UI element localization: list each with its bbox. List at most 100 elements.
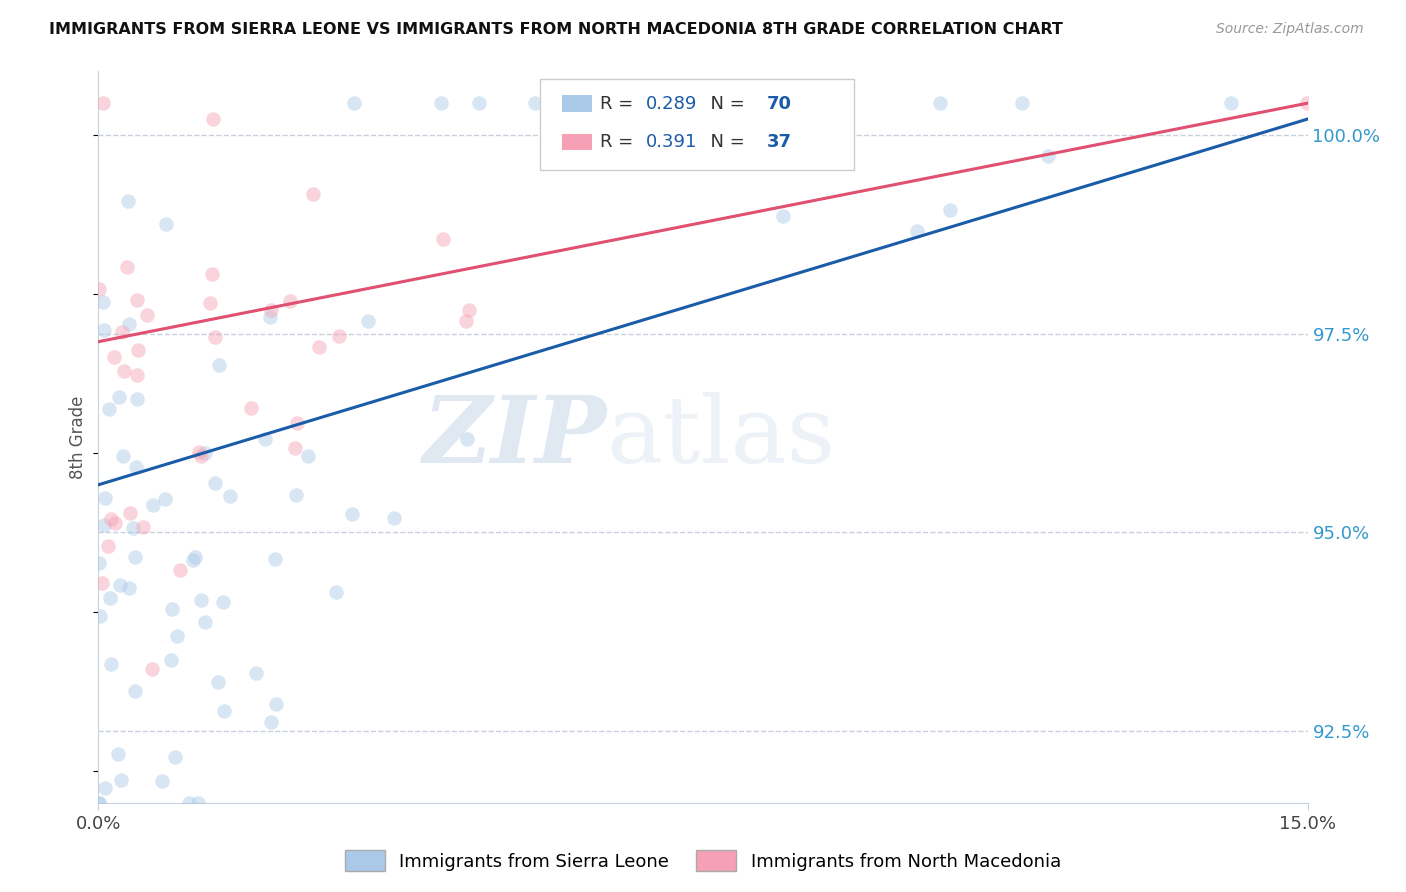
Point <box>177 796 200 810</box>
Point <box>142 498 165 512</box>
Text: N =: N = <box>699 95 751 112</box>
Point <box>202 112 225 126</box>
Point <box>260 302 283 317</box>
Point <box>117 194 139 208</box>
Point <box>166 629 188 643</box>
Point <box>91 295 114 310</box>
Point <box>155 217 177 231</box>
Point <box>308 339 330 353</box>
Point <box>93 781 115 796</box>
Point <box>325 585 347 599</box>
Point <box>328 329 350 343</box>
Point <box>125 460 148 475</box>
Point <box>141 662 163 676</box>
Point <box>218 488 240 502</box>
Point <box>558 96 581 111</box>
Point <box>110 772 132 787</box>
Point <box>104 516 127 531</box>
Point <box>94 491 117 505</box>
Text: N =: N = <box>699 133 751 151</box>
Point <box>125 392 148 407</box>
Point <box>432 232 454 246</box>
Y-axis label: 8th Grade: 8th Grade <box>69 395 87 479</box>
Point <box>772 209 794 223</box>
Text: R =: R = <box>600 133 640 151</box>
Point <box>108 578 131 592</box>
Point <box>253 432 276 446</box>
Point <box>91 576 114 591</box>
Point <box>208 359 231 373</box>
Point <box>118 581 141 595</box>
Point <box>201 267 224 281</box>
Point <box>132 519 155 533</box>
Point <box>928 96 950 111</box>
Point <box>382 511 405 525</box>
Point <box>357 314 380 328</box>
Point <box>285 487 308 501</box>
Point <box>264 552 287 566</box>
Point <box>87 282 110 296</box>
Point <box>198 296 221 310</box>
Point <box>457 302 479 317</box>
Point <box>93 324 115 338</box>
Point <box>100 657 122 671</box>
Point <box>302 187 325 202</box>
Point <box>181 552 204 566</box>
Point <box>150 773 173 788</box>
Point <box>125 368 148 382</box>
Point <box>184 550 207 565</box>
Point <box>111 449 134 463</box>
Point <box>297 450 319 464</box>
Point <box>1296 96 1319 111</box>
Point <box>112 364 135 378</box>
Point <box>212 705 235 719</box>
Text: ZIP: ZIP <box>422 392 606 482</box>
Point <box>187 445 209 459</box>
Point <box>124 549 146 564</box>
Text: Source: ZipAtlas.com: Source: ZipAtlas.com <box>1216 22 1364 37</box>
Point <box>107 747 129 762</box>
Point <box>905 224 928 238</box>
Point <box>245 665 267 680</box>
Point <box>160 602 183 616</box>
Text: 70: 70 <box>768 95 792 112</box>
Point <box>187 796 209 810</box>
Point <box>97 539 120 553</box>
Point <box>211 595 233 609</box>
Text: atlas: atlas <box>606 392 835 482</box>
Point <box>1011 96 1033 111</box>
Point <box>342 96 364 111</box>
FancyBboxPatch shape <box>540 78 855 170</box>
Point <box>284 442 307 456</box>
Point <box>91 96 114 111</box>
Text: 0.391: 0.391 <box>647 133 697 151</box>
Point <box>938 202 960 217</box>
Text: 37: 37 <box>768 133 792 151</box>
Point <box>118 506 141 520</box>
Point <box>118 317 141 331</box>
Point <box>98 591 121 606</box>
Point <box>160 653 183 667</box>
Point <box>93 518 115 533</box>
Point <box>264 698 287 712</box>
Text: IMMIGRANTS FROM SIERRA LEONE VS IMMIGRANTS FROM NORTH MACEDONIA 8TH GRADE CORREL: IMMIGRANTS FROM SIERRA LEONE VS IMMIGRAN… <box>49 22 1063 37</box>
FancyBboxPatch shape <box>561 134 592 150</box>
Text: 0.289: 0.289 <box>647 95 697 112</box>
Point <box>467 96 489 111</box>
Point <box>136 308 159 322</box>
Point <box>340 507 363 521</box>
Point <box>127 293 149 308</box>
FancyBboxPatch shape <box>561 95 592 112</box>
Point <box>110 325 132 339</box>
Point <box>169 563 191 577</box>
Point <box>207 674 229 689</box>
Point <box>121 521 143 535</box>
Point <box>89 796 111 810</box>
Point <box>153 492 176 507</box>
Point <box>124 683 146 698</box>
Point <box>87 557 110 571</box>
Point <box>280 293 302 308</box>
Point <box>193 615 215 629</box>
Point <box>127 343 149 358</box>
Point <box>115 260 138 275</box>
